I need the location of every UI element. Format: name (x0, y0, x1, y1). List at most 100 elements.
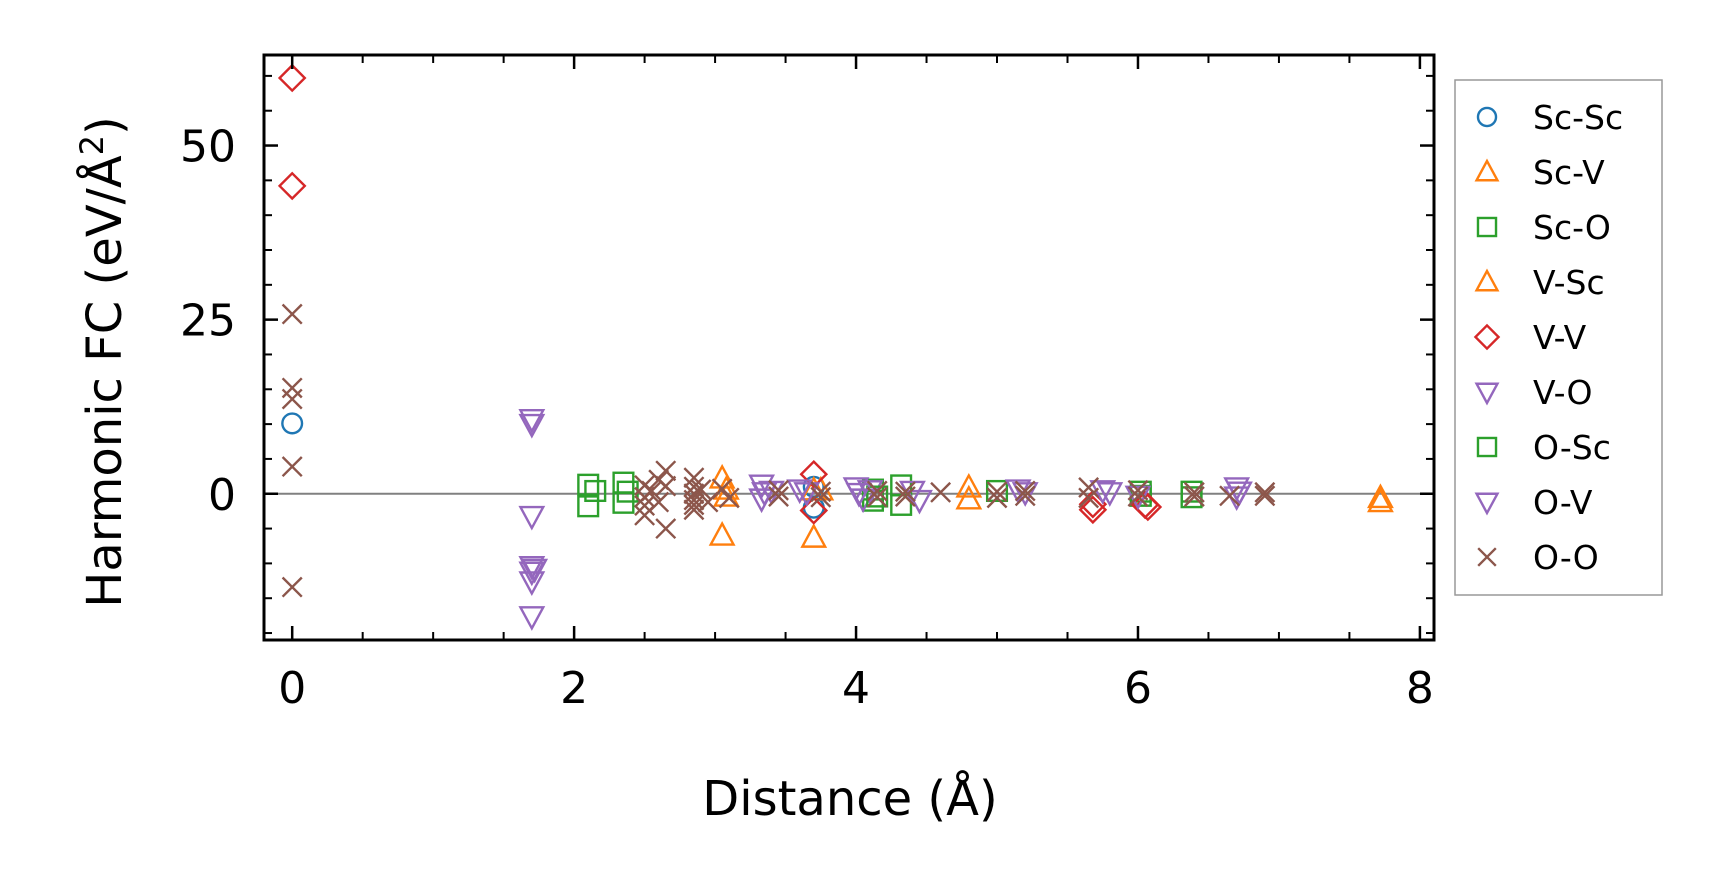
legend-label: Sc-Sc (1533, 98, 1623, 137)
series-v-v (277, 63, 1163, 525)
plot-frame (262, 53, 1436, 642)
data-point (1014, 485, 1036, 507)
data-point (1180, 486, 1203, 509)
legend-label: V-V (1533, 318, 1587, 357)
y-axis-label-main: Harmonic FC (eV/Å (76, 155, 133, 608)
data-point (584, 479, 607, 503)
data-point (711, 478, 733, 500)
data-point (577, 473, 600, 496)
data-point (1089, 480, 1117, 505)
legend: Sc-Sc Sc-V Sc-O V-Sc V-V V-O O-Sc O-V O-O (1454, 79, 1663, 596)
data-point (930, 481, 952, 503)
data-point (718, 487, 740, 509)
data-point (894, 486, 916, 507)
data-point (751, 482, 778, 507)
series-o-v (521, 481, 1253, 584)
data-point (866, 485, 889, 508)
data-point (1011, 482, 1039, 507)
data-point (768, 486, 789, 507)
data-point (1219, 485, 1241, 507)
legend-marker (1476, 436, 1498, 458)
data-point (281, 412, 304, 435)
series-o-o (281, 303, 1276, 598)
series-v-o (518, 409, 1251, 631)
data-point (708, 521, 736, 546)
data-point (810, 486, 832, 508)
y-tick-label: 25 (180, 296, 236, 347)
legend-marker (1476, 216, 1498, 238)
data-point (1078, 495, 1108, 525)
data-point (985, 479, 1009, 503)
data-point (1367, 483, 1394, 509)
y-axis-label: Harmonic FC (eV/Å2) (73, 116, 133, 608)
series-sc-sc (281, 412, 825, 519)
data-point (281, 377, 303, 399)
data-point (986, 481, 1008, 503)
data-point (518, 409, 546, 434)
data-point (1127, 479, 1149, 501)
data-point (634, 495, 656, 517)
data-point (577, 495, 600, 518)
legend-label: Sc-V (1533, 153, 1605, 192)
data-point (683, 467, 705, 489)
data-point (641, 480, 663, 502)
data-point (799, 459, 829, 489)
data-point (845, 482, 873, 508)
legend-marker (1474, 268, 1500, 292)
data-point (281, 388, 303, 410)
legend-marker (1477, 547, 1497, 567)
data-point (1127, 486, 1149, 507)
x-tick-label: 2 (560, 663, 588, 714)
data-point (655, 518, 677, 540)
data-point (648, 491, 670, 513)
data-point (1254, 481, 1276, 503)
data-point (655, 475, 677, 497)
data-point (955, 472, 983, 498)
data-point (768, 479, 789, 501)
x-tick-label: 8 (1406, 663, 1434, 714)
data-point (1254, 485, 1276, 507)
legend-label: V-Sc (1533, 263, 1605, 302)
data-point (518, 413, 546, 439)
legend-marker (1474, 492, 1500, 516)
data-point (1014, 480, 1036, 502)
data-point (277, 171, 307, 201)
data-point (690, 479, 712, 501)
data-point (521, 558, 549, 584)
legend-marker (1474, 158, 1500, 182)
data-point (894, 481, 916, 503)
data-point (866, 480, 888, 502)
legend-marker (1474, 382, 1500, 406)
x-tick-label: 6 (1124, 663, 1152, 714)
legend-label: O-Sc (1533, 428, 1611, 467)
data-point (612, 491, 635, 514)
data-point (793, 482, 821, 507)
data-point (281, 576, 303, 598)
data-point (518, 571, 546, 597)
y-axis-label-end: ) (77, 116, 133, 135)
legend-marker (1473, 323, 1501, 351)
legend-marker (1476, 106, 1498, 128)
data-point (1183, 481, 1205, 503)
y-tick-label: 50 (180, 122, 236, 173)
legend-label: Sc-O (1533, 208, 1611, 247)
x-tick-label: 0 (278, 663, 306, 714)
data-point (1183, 486, 1205, 507)
data-point (810, 481, 832, 503)
data-point (786, 479, 814, 505)
axes: 0 2 4 6 8 0 25 50 (180, 53, 1436, 714)
data-point (1096, 482, 1124, 507)
data-point (518, 505, 546, 531)
x-axis-label: Distance (Å) (702, 770, 997, 827)
legend-label: V-O (1533, 373, 1592, 412)
plot-area (264, 63, 1434, 631)
data-point (281, 456, 303, 478)
legend-label: O-O (1533, 538, 1599, 577)
data-point (866, 486, 888, 508)
data-point (799, 496, 829, 525)
data-point (683, 499, 705, 521)
data-point (1078, 477, 1100, 498)
y-axis-label-superscript: 2 (73, 135, 111, 155)
legend-label: O-V (1533, 483, 1593, 522)
